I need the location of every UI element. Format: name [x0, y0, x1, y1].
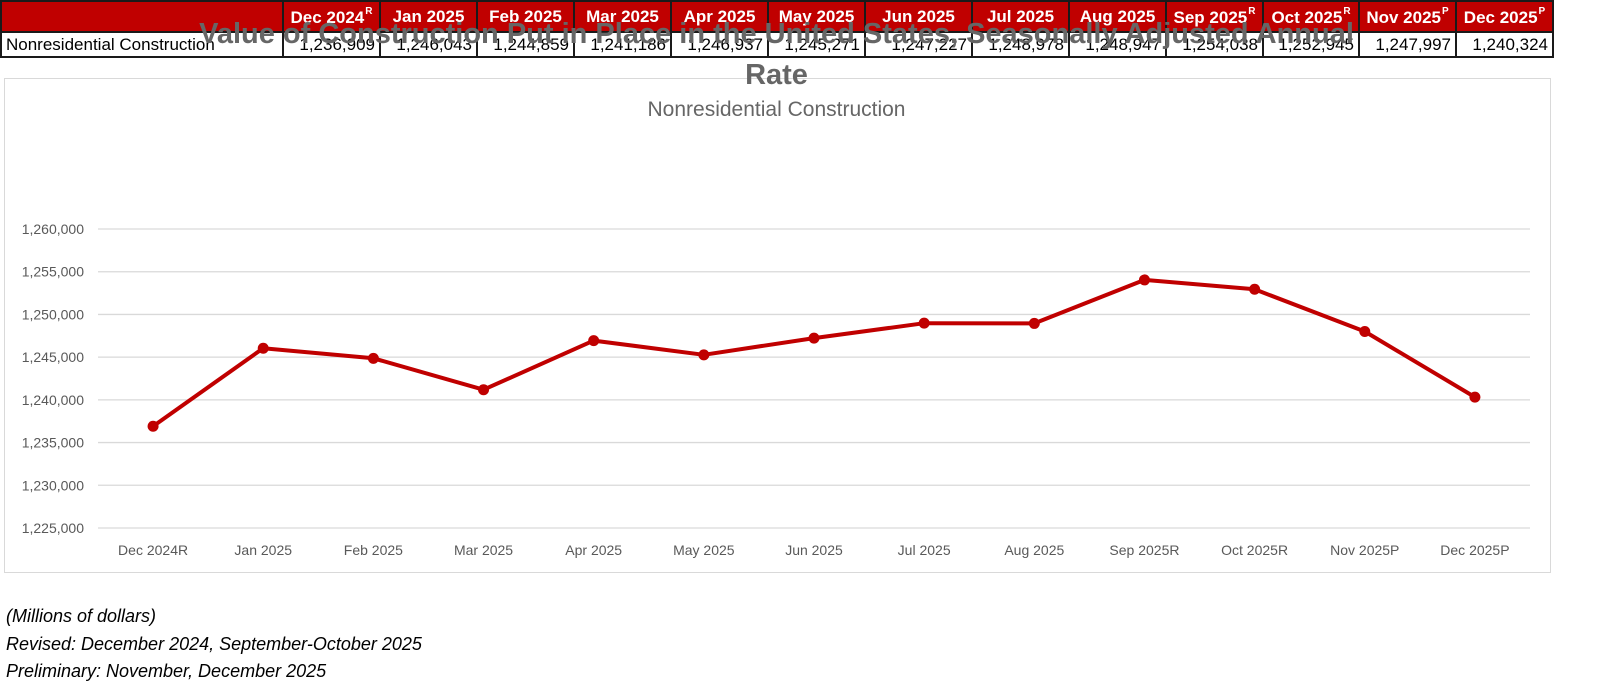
x-tick-label: Dec 2025P — [1440, 542, 1509, 558]
table-cell: 1,247,997 — [1358, 31, 1457, 58]
data-point-marker — [367, 352, 379, 364]
y-tick-label: 1,260,000 — [22, 221, 84, 237]
x-tick-label: Feb 2025 — [344, 542, 403, 558]
preliminary-note: Preliminary: November, December 2025 — [6, 661, 327, 681]
x-tick-label: Jul 2025 — [898, 542, 951, 558]
column-header: Apr 2025 — [670, 0, 769, 33]
data-point-marker — [257, 342, 269, 354]
x-tick-label: Jan 2025 — [234, 542, 292, 558]
table-cell: 1,247,227 — [864, 31, 973, 58]
data-point-marker — [918, 317, 930, 329]
table-header-blank — [0, 0, 284, 33]
y-tick-label: 1,250,000 — [22, 306, 84, 322]
x-tick-label: Sep 2025R — [1109, 542, 1179, 558]
column-header: Oct 2025R — [1262, 0, 1360, 33]
revision-flag: P — [1538, 5, 1546, 17]
table-cell: 1,248,978 — [971, 31, 1070, 58]
x-tick-label: Oct 2025R — [1221, 542, 1288, 558]
revision-flag: P — [1442, 5, 1449, 17]
column-header: Mar 2025 — [573, 0, 672, 33]
table-cell: 1,246,937 — [670, 31, 769, 58]
column-header: Jun 2025 — [864, 0, 973, 33]
column-header: Dec 2024R — [282, 0, 381, 33]
table-cell: 1,246,043 — [379, 31, 478, 58]
chart-subtitle: Nonresidential Construction — [647, 98, 906, 121]
column-header: Jan 2025 — [379, 0, 478, 33]
y-tick-label: 1,245,000 — [22, 349, 84, 365]
data-point-marker — [698, 349, 710, 361]
column-header: Sep 2025R — [1165, 0, 1264, 33]
table-header-row: Dec 2024R Jan 2025 Feb 2025 Mar 2025 Apr 202… — [0, 0, 1554, 33]
revision-flag: R — [1248, 5, 1256, 17]
table-cell: 1,245,271 — [767, 31, 866, 58]
column-header: Nov 2025P — [1358, 0, 1457, 33]
table-row: Nonresidential Construction 1,236,909 1,2… — [0, 31, 1554, 58]
row-label: Nonresidential Construction — [0, 31, 284, 58]
chart-title: Value of Construction Put in Place in th… — [199, 18, 1354, 91]
x-tick-label: Apr 2025 — [565, 542, 622, 558]
column-header: Feb 2025 — [476, 0, 575, 33]
table-cell: 1,240,324 — [1455, 31, 1554, 58]
data-point-marker — [588, 335, 600, 347]
x-tick-label: Nov 2025P — [1330, 542, 1399, 558]
data-point-marker — [808, 332, 820, 344]
y-tick-label: 1,240,000 — [22, 392, 84, 408]
table-cell: 1,248,947 — [1068, 31, 1167, 58]
table-cell: 1,244,859 — [476, 31, 575, 58]
revision-flag: R — [1343, 5, 1351, 17]
table-cell: 1,241,186 — [573, 31, 672, 58]
column-header: Jul 2025 — [971, 0, 1070, 33]
revision-flag: R — [365, 5, 373, 17]
data-point-marker — [1469, 391, 1481, 403]
x-tick-label: Mar 2025 — [454, 542, 513, 558]
revised-note: Revised: December 2024, September-Octobe… — [6, 633, 422, 654]
data-point-marker — [147, 420, 159, 432]
x-tick-label: Dec 2024R — [118, 542, 188, 558]
column-header: May 2025 — [767, 0, 866, 33]
column-header: Aug 2025 — [1068, 0, 1167, 33]
column-header: Dec 2025P — [1455, 0, 1554, 33]
units-note: (Millions of dollars) — [6, 606, 157, 626]
chart-container — [4, 78, 1551, 573]
data-point-marker — [1138, 274, 1150, 286]
data-point-marker — [1249, 283, 1261, 295]
data-point-marker — [1359, 326, 1371, 338]
x-tick-label: May 2025 — [673, 542, 735, 558]
table-cell: 1,254,038 — [1165, 31, 1264, 58]
y-tick-label: 1,225,000 — [22, 520, 84, 536]
y-tick-label: 1,255,000 — [22, 264, 84, 280]
table-cell: 1,236,909 — [282, 31, 381, 58]
data-table: Dec 2024R Jan 2025 Feb 2025 Mar 2025 Apr 202… — [0, 0, 1554, 58]
data-series — [147, 274, 1481, 432]
x-axis: Dec 2024R Jan 2025 Feb 2025 Mar 2025 Apr 202… — [118, 542, 1510, 558]
x-tick-label: Aug 2025 — [1004, 542, 1064, 558]
gridlines — [98, 228, 1530, 529]
y-axis: 1,225,000 1,230,000 1,235,000 1,240,000 1,24… — [22, 221, 84, 536]
y-tick-label: 1,235,000 — [22, 435, 84, 451]
footnotes: (Millions of dollars) Revised: December … — [6, 603, 422, 686]
x-tick-label: Jun 2025 — [785, 542, 843, 558]
data-point-marker — [1028, 317, 1040, 329]
table-cell: 1,252,945 — [1262, 31, 1360, 58]
y-tick-label: 1,230,000 — [22, 477, 84, 493]
data-point-marker — [478, 384, 490, 396]
series-line — [151, 277, 1476, 428]
